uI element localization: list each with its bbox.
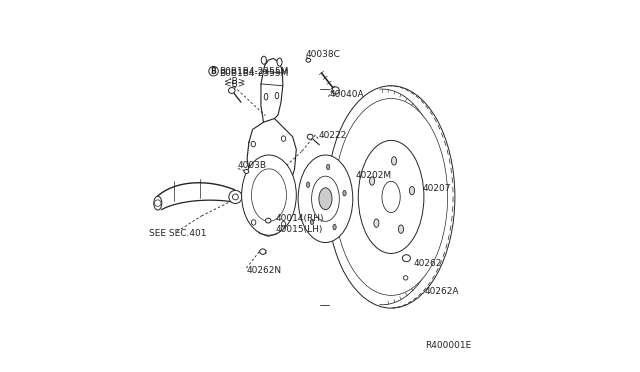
Text: 40262: 40262 (414, 259, 442, 268)
Text: B0B1B4-2355M: B0B1B4-2355M (219, 69, 288, 78)
Ellipse shape (312, 176, 339, 221)
Ellipse shape (310, 219, 314, 225)
Circle shape (332, 87, 339, 94)
Ellipse shape (266, 218, 271, 223)
Text: <B>: <B> (225, 77, 246, 86)
Circle shape (209, 67, 218, 76)
Text: 40262N: 40262N (246, 266, 282, 275)
Ellipse shape (327, 86, 455, 308)
Ellipse shape (306, 58, 310, 62)
Ellipse shape (307, 182, 310, 187)
Ellipse shape (307, 134, 313, 140)
Ellipse shape (228, 87, 235, 93)
Ellipse shape (298, 155, 353, 243)
Ellipse shape (252, 220, 256, 225)
Ellipse shape (374, 219, 379, 227)
Text: B0B1B4-2355M: B0B1B4-2355M (219, 67, 288, 76)
Text: 40014(RH): 40014(RH) (276, 214, 324, 223)
Ellipse shape (282, 222, 285, 227)
Ellipse shape (358, 141, 424, 253)
Text: 40222: 40222 (319, 131, 347, 140)
Text: 40262A: 40262A (425, 287, 460, 296)
Ellipse shape (275, 92, 279, 99)
Ellipse shape (319, 188, 332, 210)
Text: R400001E: R400001E (425, 341, 471, 350)
Text: 40207: 40207 (423, 185, 451, 193)
Ellipse shape (335, 99, 447, 295)
Circle shape (229, 190, 242, 203)
Text: 40202M: 40202M (355, 171, 392, 180)
Text: B: B (211, 67, 216, 76)
Polygon shape (261, 58, 283, 122)
Text: 4003B: 4003B (238, 161, 267, 170)
Ellipse shape (260, 249, 266, 254)
Ellipse shape (242, 155, 296, 235)
Text: 40015(LH): 40015(LH) (276, 225, 323, 234)
Ellipse shape (277, 58, 282, 66)
Ellipse shape (251, 141, 255, 147)
Ellipse shape (399, 225, 404, 233)
Ellipse shape (392, 157, 397, 165)
Circle shape (154, 200, 161, 206)
Ellipse shape (369, 177, 374, 185)
Ellipse shape (261, 56, 266, 64)
Text: 40040A: 40040A (329, 90, 364, 99)
Ellipse shape (244, 169, 249, 173)
Text: <B>: <B> (225, 80, 246, 89)
Polygon shape (247, 119, 296, 231)
Ellipse shape (333, 224, 336, 230)
Ellipse shape (410, 186, 415, 195)
Ellipse shape (343, 190, 346, 196)
Text: 40038C: 40038C (305, 49, 340, 58)
Circle shape (403, 276, 408, 280)
Ellipse shape (264, 93, 268, 100)
Ellipse shape (382, 181, 400, 213)
Circle shape (232, 194, 238, 200)
Ellipse shape (154, 196, 162, 210)
Ellipse shape (252, 169, 287, 221)
Text: SEE SEC.401: SEE SEC.401 (149, 229, 207, 238)
Ellipse shape (326, 164, 330, 170)
Ellipse shape (282, 136, 285, 141)
Ellipse shape (403, 255, 410, 262)
Polygon shape (255, 217, 280, 236)
